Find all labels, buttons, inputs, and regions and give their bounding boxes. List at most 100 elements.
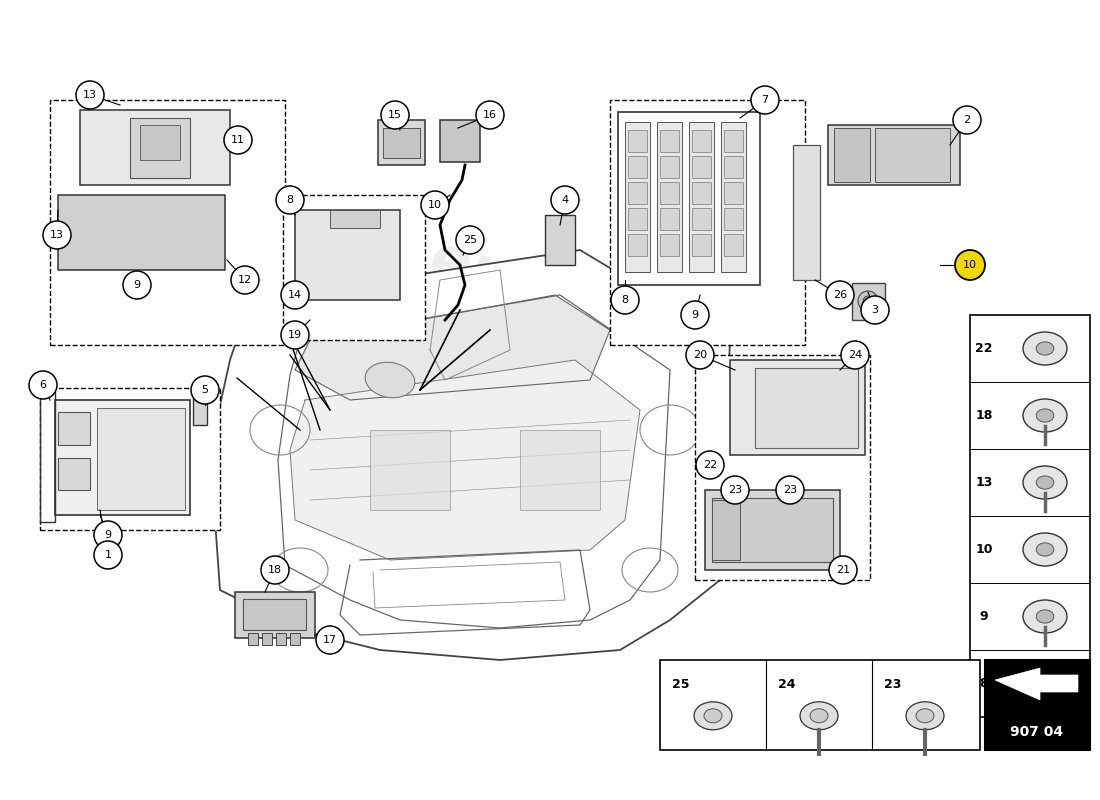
Ellipse shape <box>1023 332 1067 365</box>
Text: 11: 11 <box>231 135 245 145</box>
Bar <box>692 156 711 178</box>
Text: 23: 23 <box>728 485 743 495</box>
Bar <box>130 118 190 178</box>
Circle shape <box>953 106 981 134</box>
Bar <box>970 315 1090 717</box>
Text: euro
driving
parts: euro driving parts <box>341 218 639 482</box>
Text: 15: 15 <box>388 110 401 120</box>
Text: 16: 16 <box>483 110 497 120</box>
Bar <box>695 355 870 580</box>
Ellipse shape <box>694 702 732 730</box>
Circle shape <box>280 321 309 349</box>
Bar <box>383 128 420 158</box>
Text: 23: 23 <box>884 678 901 691</box>
Text: 26: 26 <box>833 290 847 300</box>
Bar <box>628 208 647 230</box>
Polygon shape <box>520 430 600 510</box>
Circle shape <box>280 281 309 309</box>
Bar <box>55 400 190 515</box>
Text: 22: 22 <box>703 460 717 470</box>
Ellipse shape <box>1023 466 1067 499</box>
Text: 9: 9 <box>980 610 988 623</box>
Text: 25: 25 <box>672 678 690 691</box>
Text: 4: 4 <box>561 195 569 205</box>
Bar <box>248 633 258 645</box>
Bar <box>290 633 300 645</box>
Polygon shape <box>996 668 1078 700</box>
Bar <box>628 182 647 204</box>
Circle shape <box>231 266 258 294</box>
Bar <box>692 234 711 256</box>
Bar <box>705 490 840 570</box>
Circle shape <box>191 376 219 404</box>
Circle shape <box>861 296 889 324</box>
Text: 14: 14 <box>288 290 302 300</box>
Bar <box>140 125 180 160</box>
Text: 8: 8 <box>621 295 628 305</box>
Circle shape <box>421 191 449 219</box>
Bar <box>660 660 980 750</box>
Ellipse shape <box>1023 533 1067 566</box>
Text: 8: 8 <box>286 195 294 205</box>
Circle shape <box>829 556 857 584</box>
Bar <box>440 120 480 162</box>
Bar <box>692 130 711 152</box>
Bar <box>689 122 714 272</box>
Ellipse shape <box>800 702 838 730</box>
Circle shape <box>29 371 57 399</box>
Text: 7: 7 <box>761 95 769 105</box>
Circle shape <box>826 281 854 309</box>
Text: 19: 19 <box>288 330 302 340</box>
Circle shape <box>610 286 639 314</box>
Text: 22: 22 <box>976 342 992 355</box>
Bar <box>834 128 870 182</box>
Ellipse shape <box>916 709 934 723</box>
Bar <box>712 498 833 562</box>
Ellipse shape <box>1036 342 1054 355</box>
Circle shape <box>681 301 710 329</box>
Circle shape <box>751 86 779 114</box>
Polygon shape <box>295 295 610 400</box>
Bar <box>58 458 90 490</box>
Bar <box>692 208 711 230</box>
Text: 13: 13 <box>82 90 97 100</box>
Text: 9: 9 <box>104 530 111 540</box>
Circle shape <box>261 556 289 584</box>
Ellipse shape <box>1036 476 1054 489</box>
Text: 13: 13 <box>50 230 64 240</box>
Ellipse shape <box>1036 543 1054 556</box>
Bar <box>660 234 679 256</box>
Circle shape <box>316 626 344 654</box>
Circle shape <box>776 476 804 504</box>
Text: 10: 10 <box>428 200 442 210</box>
Circle shape <box>842 341 869 369</box>
Text: 24: 24 <box>848 350 862 360</box>
Bar <box>730 360 865 455</box>
Circle shape <box>94 541 122 569</box>
Text: 10: 10 <box>962 260 977 270</box>
Text: 9: 9 <box>133 280 141 290</box>
Ellipse shape <box>1023 600 1067 633</box>
Circle shape <box>224 126 252 154</box>
Text: 23: 23 <box>783 485 798 495</box>
Bar <box>724 156 743 178</box>
Bar <box>660 182 679 204</box>
Bar <box>50 100 285 345</box>
Text: 1: 1 <box>104 550 111 560</box>
Text: 13: 13 <box>976 476 992 489</box>
Circle shape <box>94 521 122 549</box>
Polygon shape <box>290 360 640 560</box>
Text: 21: 21 <box>836 565 850 575</box>
Ellipse shape <box>1036 409 1054 422</box>
Bar <box>852 283 886 320</box>
Bar <box>720 122 746 272</box>
Bar <box>724 234 743 256</box>
Bar <box>97 408 185 510</box>
Ellipse shape <box>1036 610 1054 623</box>
Bar <box>724 130 743 152</box>
Bar <box>235 592 315 638</box>
Circle shape <box>43 221 72 249</box>
Text: 24: 24 <box>778 678 795 691</box>
Text: 18: 18 <box>268 565 282 575</box>
Ellipse shape <box>1036 677 1054 690</box>
